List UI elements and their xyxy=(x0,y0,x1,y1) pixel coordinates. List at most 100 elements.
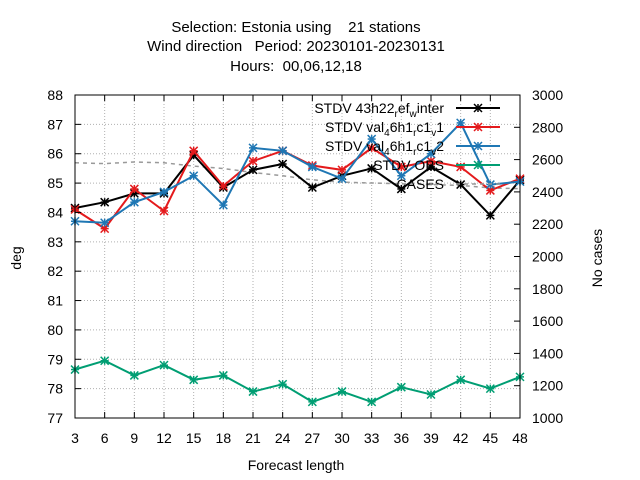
data-point xyxy=(129,197,139,207)
x-tick-label: 36 xyxy=(394,430,410,446)
y2-tick-label: 2600 xyxy=(532,152,563,168)
data-point xyxy=(426,156,436,166)
x-tick-label: 39 xyxy=(423,430,439,446)
y-tick-label: 81 xyxy=(47,293,63,309)
y2-tick-label: 2800 xyxy=(532,119,563,135)
data-point xyxy=(367,134,377,144)
data-point xyxy=(218,200,228,210)
data-point xyxy=(129,370,139,380)
data-point xyxy=(307,397,317,407)
x-tick-label: 33 xyxy=(364,430,380,446)
data-point xyxy=(189,375,199,385)
data-point xyxy=(396,184,406,194)
x-tick-label: 27 xyxy=(305,430,321,446)
data-point xyxy=(307,182,317,193)
data-point xyxy=(159,360,169,370)
legend-label: STDV val46h1rc1v2 xyxy=(325,138,444,158)
x-tick-label: 3 xyxy=(71,430,79,446)
x-tick-label: 6 xyxy=(101,430,109,446)
y-axis-label: deg xyxy=(8,246,24,269)
legend-label: STDV val46h1rc1v1 xyxy=(325,119,444,139)
data-point xyxy=(248,387,258,397)
data-point xyxy=(278,159,288,169)
x-tick-label: 18 xyxy=(216,430,232,446)
chart-title: Selection: Estonia using 21 stations Win… xyxy=(147,19,445,75)
y-tick-label: 84 xyxy=(47,204,63,220)
legend-sample-marker xyxy=(473,122,483,132)
legend-sample-marker xyxy=(473,103,483,113)
y2-tick-label: 1000 xyxy=(532,410,563,426)
x-tick-label: 9 xyxy=(130,430,138,446)
data-point xyxy=(367,397,377,407)
grid xyxy=(75,95,520,418)
y-tick-label: 79 xyxy=(47,351,63,367)
data-point xyxy=(159,206,169,216)
data-point xyxy=(337,387,347,397)
axis-ticks: 3 6 9 12 15 18 21 24 27 30 33 36 39 42 45 4877787980818… xyxy=(47,87,563,446)
data-point xyxy=(485,384,495,394)
series-line xyxy=(74,359,521,403)
data-point xyxy=(189,146,199,156)
y2-tick-label: 1200 xyxy=(532,378,563,394)
data-point xyxy=(248,165,258,175)
y-tick-label: 83 xyxy=(47,234,63,250)
data-point xyxy=(278,146,288,156)
data-point xyxy=(485,210,495,220)
y-tick-label: 86 xyxy=(47,146,63,162)
plot-frame xyxy=(74,94,521,419)
y2-axis-label: No cases xyxy=(589,229,605,287)
y2-tick-label: 1400 xyxy=(532,345,563,361)
y-tick-label: 88 xyxy=(47,87,63,103)
x-tick-label: 12 xyxy=(156,430,172,446)
x-tick-label: 24 xyxy=(275,430,291,446)
y2-tick-label: 1600 xyxy=(532,313,563,329)
title-line-3: Hours: 00,06,12,18 xyxy=(230,58,362,75)
data-point xyxy=(426,149,436,159)
y-tick-label: 82 xyxy=(47,263,63,279)
data-point xyxy=(278,379,288,389)
series-line xyxy=(74,121,521,224)
y-tick-label: 80 xyxy=(47,322,63,338)
data-point xyxy=(456,375,466,385)
data-point xyxy=(218,181,228,191)
x-tick-label: 42 xyxy=(453,430,469,446)
y-tick-label: 77 xyxy=(47,410,63,426)
series-line xyxy=(74,153,521,217)
x-tick-label: 45 xyxy=(483,430,499,446)
x-axis-label: Forecast length xyxy=(248,457,345,473)
data-point xyxy=(396,162,406,172)
legend-label: STDV OBS xyxy=(373,157,444,173)
title-line-1: Selection: Estonia using 21 stations xyxy=(171,19,420,36)
data-point xyxy=(189,171,199,181)
y-tick-label: 87 xyxy=(47,116,63,132)
series-line xyxy=(74,161,521,190)
y2-tick-label: 2400 xyxy=(532,184,563,200)
legend-label: CASES xyxy=(397,176,444,192)
data-point xyxy=(337,165,347,175)
data-point xyxy=(100,218,110,228)
x-tick-label: 15 xyxy=(186,430,202,446)
y2-tick-label: 3000 xyxy=(532,87,563,103)
data-point xyxy=(100,197,110,207)
legend-sample-marker xyxy=(473,160,483,170)
data-point xyxy=(129,184,139,194)
legend-label: STDV 43h22refwinter xyxy=(314,100,444,120)
data-point xyxy=(248,143,258,153)
data-point xyxy=(456,180,466,190)
y-tick-label: 85 xyxy=(47,175,63,191)
data-point xyxy=(396,171,406,181)
y-tick-label: 78 xyxy=(47,381,63,397)
data-point xyxy=(100,356,110,366)
x-tick-label: 48 xyxy=(512,430,528,446)
data-point xyxy=(367,163,377,173)
series-line xyxy=(74,146,521,230)
data-point xyxy=(426,389,436,400)
data-point xyxy=(248,156,258,166)
data-point xyxy=(159,187,169,197)
series-layer xyxy=(70,118,525,407)
x-tick-label: 30 xyxy=(334,430,350,446)
y2-tick-label: 1800 xyxy=(532,281,563,297)
data-point xyxy=(456,118,466,128)
